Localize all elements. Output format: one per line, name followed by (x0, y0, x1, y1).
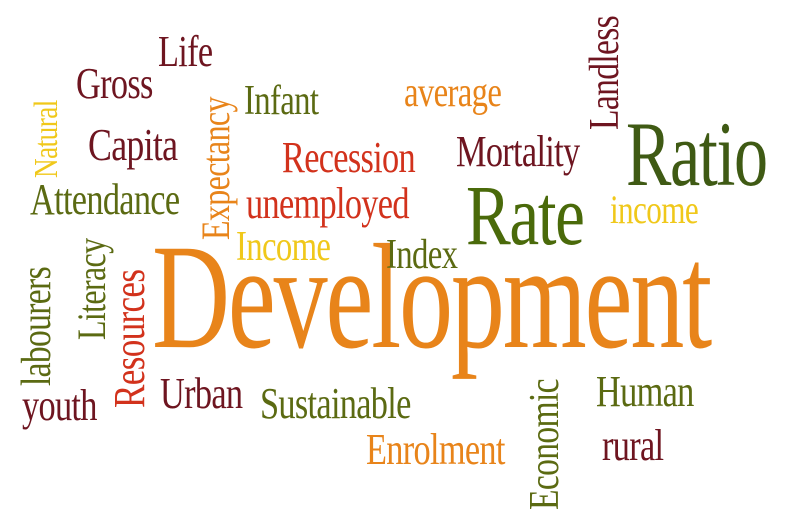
word-index: Index (386, 232, 458, 278)
word-labourers: labourers (14, 267, 60, 386)
word-sustainable: Sustainable (260, 379, 411, 428)
word-human: Human (596, 367, 694, 416)
word-rate: Rate (466, 167, 585, 263)
word-urban: Urban (160, 369, 243, 418)
word-ratio: Ratio (626, 103, 768, 205)
word-natural: Natural (28, 100, 65, 178)
word-life: Life (158, 27, 213, 76)
word-infant: Infant (244, 78, 319, 124)
word-income-cap: Income (236, 224, 331, 270)
word-mortality: Mortality (456, 127, 580, 176)
word-attendance: Attendance (30, 175, 180, 224)
word-income-lower: income (610, 187, 699, 232)
word-enrolment: Enrolment (366, 425, 505, 474)
word-recession: Recession (282, 133, 416, 182)
word-gross: Gross (76, 59, 153, 108)
word-capita: Capita (88, 119, 178, 170)
word-resources: Resources (105, 269, 154, 408)
word-unemployed: unemployed (246, 179, 409, 228)
word-economic: Economic (522, 379, 568, 510)
word-average: average (404, 70, 502, 116)
word-expectancy: Expectancy (193, 97, 238, 240)
word-youth: youth (22, 381, 97, 430)
word-landless: Landless (582, 15, 628, 130)
word-development: Development (152, 214, 712, 380)
word-rural: rural (602, 421, 664, 470)
